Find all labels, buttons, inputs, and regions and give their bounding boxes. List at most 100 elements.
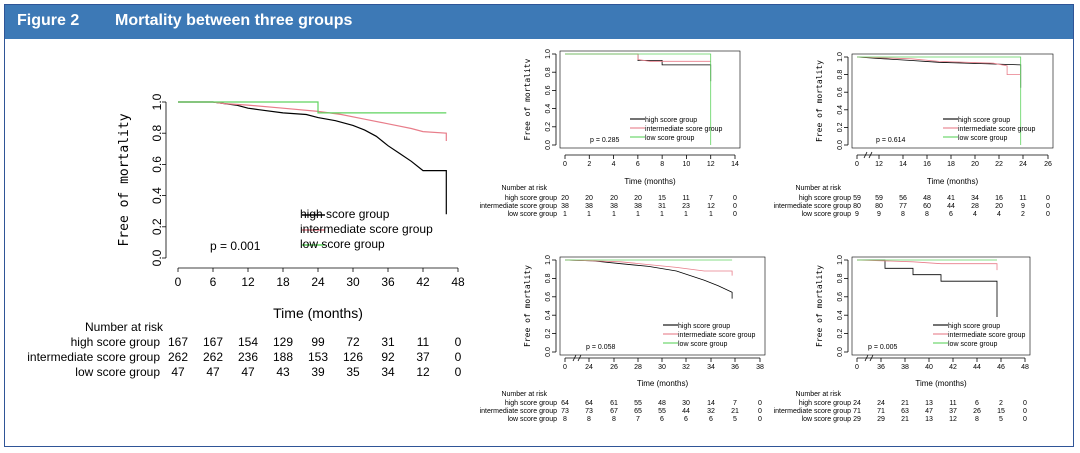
risk-cell: 6 [709,416,713,423]
p-value: p = 0.001 [210,239,261,253]
y-tick-label: 0.6 [150,156,164,173]
y-tick-label: 0.4 [545,310,552,320]
y-tick-label: 0.4 [150,187,164,204]
x-tick-label: 38 [901,364,909,371]
legend-label: high score group [678,323,730,330]
risk-cell: 2 [1021,211,1025,218]
y-tick-label: 0.4 [545,104,552,114]
legend-label: high score group [300,207,390,221]
p-value: p = 0.058 [586,344,615,351]
y-tick-label: 0.0 [545,347,552,357]
risk-row-label: intermediate score group [774,408,852,415]
legend-label: low score group [678,341,728,348]
y-tick-label: 0.0 [837,140,844,150]
risk-cell: 26 [973,408,981,415]
risk-cell: 1 [587,211,591,218]
x-tick-label: 12 [875,161,883,168]
risk-row-label: low score group [508,211,558,218]
risk-cell: 28 [971,203,979,210]
x-tick-label: 42 [949,364,957,371]
risk-cell: 12 [707,203,715,210]
risk-cell: 2 [999,400,1003,407]
risk-cell: 6 [684,416,688,423]
x-tick-label: 18 [947,161,955,168]
x-axis-label: Time (months) [624,177,676,186]
risk-cell: 16 [995,195,1003,202]
figure-header: Figure 2 Mortality between three groups [5,5,1073,39]
x-tick-label: 36 [877,364,885,371]
x-tick-label: 38 [756,364,764,371]
y-tick-label: 1.0 [837,52,844,62]
p-value: p = 0.285 [590,137,619,144]
risk-table-title: Number at risk [85,320,164,334]
risk-cell: 0 [733,203,737,210]
axis-break-icon [864,354,874,362]
risk-cell: 59 [875,195,883,202]
risk-row-label: low score group [802,416,852,423]
x-tick-label: 36 [381,275,395,289]
plot-frame [851,53,1054,149]
y-tick-label: 0.6 [545,85,552,95]
risk-row-label: low score group [802,211,852,218]
x-tick-label: 36 [731,364,739,371]
risk-cell: 63 [901,408,909,415]
risk-cell: 38 [610,203,618,210]
x-tick-label: 24 [311,275,325,289]
y-tick-label: 0.0 [837,347,844,357]
risk-cell: 29 [877,416,885,423]
x-tick-label: 0 [175,275,182,289]
risk-cell: 126 [343,350,363,364]
risk-row-label: intermediate score group [774,203,852,210]
risk-cell: 0 [1023,400,1027,407]
risk-cell: 67 [610,408,618,415]
x-tick-label: 6 [210,275,217,289]
risk-cell: 37 [416,350,430,364]
risk-cell: 0 [455,365,462,379]
y-tick-label: 0.8 [545,273,552,283]
figure-label: Figure 2 [17,12,80,29]
risk-cell: 9 [855,211,859,218]
x-tick-label: 6 [636,161,640,168]
y-tick-label: 1.0 [837,255,844,265]
risk-cell: 73 [585,408,593,415]
y-tick-label: 0.2 [545,329,552,339]
plot-frame [559,256,766,356]
x-tick-label: 40 [925,364,933,371]
risk-cell: 0 [455,335,462,349]
risk-cell: 7 [733,400,737,407]
risk-row-label: high score group [505,400,557,407]
risk-row-label: intermediate score group [480,203,558,210]
risk-cell: 47 [925,408,933,415]
series-line-intermediate [856,56,1021,75]
risk-cell: 38 [634,203,642,210]
risk-cell: 20 [995,203,1003,210]
legend-label: intermediate score group [300,222,433,236]
risk-cell: 72 [346,335,360,349]
risk-cell: 7 [709,195,713,202]
x-tick-label: 0 [563,364,567,371]
x-tick-label: 12 [707,161,715,168]
x-axis-label: Time (months) [273,305,363,321]
series-line-intermediate [856,259,998,271]
y-tick-label: 0.4 [837,310,844,320]
risk-cell: 8 [925,211,929,218]
x-tick-label: 18 [276,275,290,289]
legend-label: intermediate score group [948,332,1026,339]
risk-cell: 4 [997,211,1001,218]
risk-cell: 8 [587,416,591,423]
risk-cell: 1 [709,211,713,218]
risk-cell: 13 [925,400,933,407]
risk-cell: 71 [877,408,885,415]
risk-cell: 24 [877,400,885,407]
x-axis-label: Time (months) [915,379,967,388]
risk-cell: 7 [636,416,640,423]
risk-cell: 43 [276,365,290,379]
y-tick-label: 1.0 [545,49,552,59]
risk-cell: 0 [758,400,762,407]
series-line-high [564,259,733,299]
risk-cell: 15 [658,195,666,202]
x-tick-label: 46 [997,364,1005,371]
risk-cell: 236 [238,350,258,364]
